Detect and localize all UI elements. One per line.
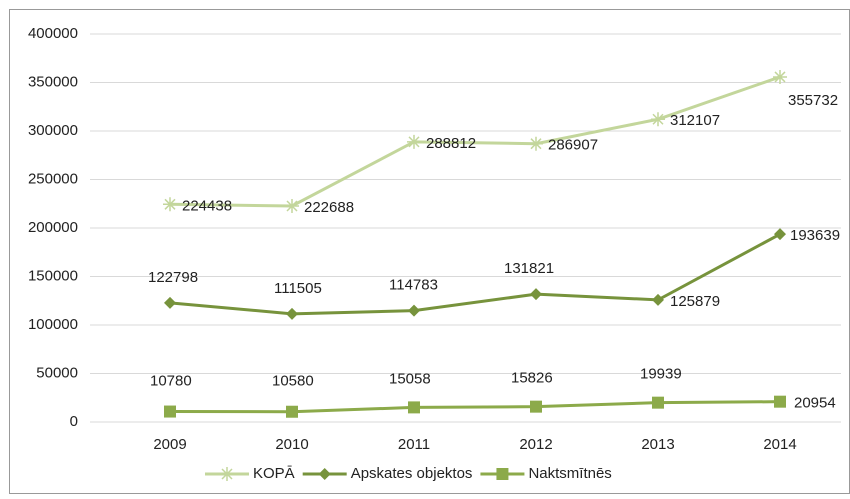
legend-label: Naktsmītnēs	[528, 465, 611, 482]
legend-label: KOPĀ	[253, 465, 295, 482]
data-label: 10780	[150, 373, 192, 390]
data-label: 131821	[504, 260, 554, 277]
series-line	[169, 400, 781, 414]
data-label: 193639	[790, 227, 840, 244]
y-tick-label: 250000	[28, 170, 78, 187]
y-tick-label: 200000	[28, 219, 78, 236]
y-tick-label: 300000	[28, 122, 78, 139]
point-marker	[164, 296, 176, 309]
series-line	[169, 75, 781, 208]
data-label: 312107	[670, 112, 720, 129]
data-label: 355732	[788, 92, 838, 109]
data-label: 20954	[794, 395, 836, 412]
point-marker	[774, 228, 786, 241]
data-label: 122798	[148, 269, 198, 286]
data-label: 111505	[274, 280, 322, 297]
point-marker	[163, 197, 177, 212]
point-marker	[652, 396, 664, 409]
data-label: 125879	[670, 293, 720, 310]
point-marker	[529, 136, 543, 151]
data-label: 286907	[548, 137, 598, 154]
data-label: 222688	[304, 199, 354, 216]
x-tick-label: 2009	[153, 436, 186, 453]
point-marker	[530, 400, 542, 413]
legend-marker	[220, 467, 234, 481]
point-marker	[286, 307, 298, 320]
point-marker	[407, 134, 421, 149]
point-marker	[285, 198, 299, 213]
data-label: 288812	[426, 135, 476, 152]
legend-marker	[318, 468, 331, 480]
point-marker	[408, 401, 420, 414]
data-label: 10580	[272, 373, 314, 390]
data-label: 224438	[182, 197, 232, 214]
point-marker	[164, 405, 176, 418]
point-marker	[651, 112, 665, 127]
data-label: 19939	[640, 366, 682, 383]
point-marker	[530, 288, 542, 301]
y-tick-label: 50000	[36, 364, 78, 381]
data-label: 15058	[389, 370, 431, 387]
x-tick-label: 2013	[641, 436, 674, 453]
x-tick-label: 2010	[275, 436, 308, 453]
y-tick-label: 100000	[28, 316, 78, 333]
y-tick-label: 400000	[28, 25, 78, 42]
point-marker	[652, 293, 664, 306]
point-marker	[286, 405, 298, 418]
legend-label: Apskates objektos	[351, 465, 473, 482]
y-tick-label: 150000	[28, 267, 78, 284]
point-marker	[408, 304, 420, 317]
point-marker	[773, 69, 787, 84]
legend-marker	[496, 468, 509, 480]
point-marker	[774, 395, 786, 408]
x-tick-label: 2012	[519, 436, 552, 453]
x-tick-label: 2011	[398, 436, 430, 453]
chart-frame	[9, 9, 850, 494]
y-tick-label: 350000	[28, 73, 78, 90]
data-label: 15826	[511, 370, 553, 387]
x-tick-label: 2014	[763, 436, 796, 453]
series-line	[169, 232, 781, 316]
data-label: 114783	[389, 277, 438, 294]
y-tick-label: 0	[70, 413, 78, 430]
